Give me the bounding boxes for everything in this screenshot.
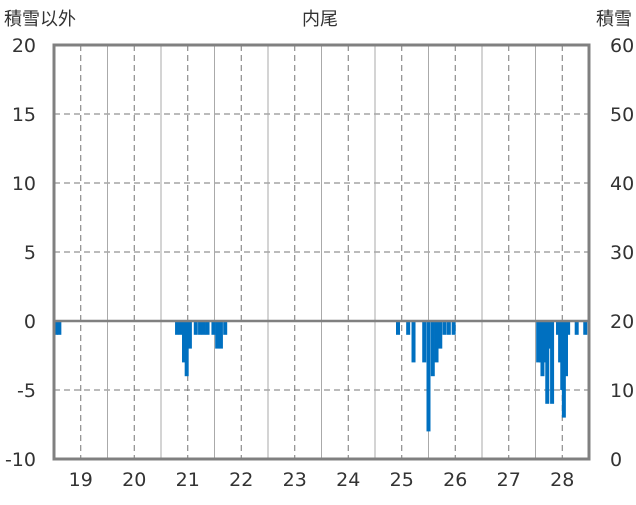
bar <box>583 321 588 335</box>
x-tick-label: 21 <box>176 469 200 491</box>
left-tick-label: -10 <box>5 449 36 471</box>
bar <box>540 321 545 377</box>
left-tick-label: 15 <box>12 104 36 126</box>
bar <box>561 321 566 418</box>
bar <box>187 321 192 349</box>
x-tick-label: 20 <box>122 469 146 491</box>
bar <box>193 321 198 335</box>
bar <box>175 321 180 335</box>
bar <box>426 321 431 432</box>
bar <box>574 321 579 335</box>
bar <box>536 321 541 363</box>
bar <box>566 321 571 335</box>
bar <box>550 321 555 404</box>
bar <box>438 321 443 349</box>
bar <box>223 321 228 335</box>
left-tick-label: 0 <box>24 311 36 333</box>
bar <box>218 321 223 349</box>
right-tick-label: 60 <box>610 35 634 57</box>
bar <box>446 321 451 335</box>
bar <box>54 321 59 335</box>
bar <box>411 321 416 363</box>
bar <box>57 321 62 335</box>
x-tick-label: 23 <box>283 469 307 491</box>
bar <box>205 321 210 335</box>
bar <box>182 321 187 363</box>
bar <box>545 321 550 404</box>
bar <box>547 321 552 349</box>
bar <box>201 321 206 335</box>
bar <box>434 321 439 363</box>
bar <box>406 321 411 335</box>
left-tick-label: 5 <box>24 242 36 264</box>
bar <box>543 321 548 363</box>
left-tick-label: -5 <box>17 380 36 402</box>
bar <box>442 321 447 335</box>
x-tick-label: 22 <box>229 469 253 491</box>
right-tick-label: 30 <box>610 242 634 264</box>
x-tick-label: 27 <box>497 469 521 491</box>
bar <box>451 321 456 335</box>
right-tick-label: 0 <box>610 449 622 471</box>
right-axis-label: 積雪 <box>596 9 632 30</box>
right-tick-label: 20 <box>610 311 634 333</box>
left-tick-label: 20 <box>12 35 36 57</box>
bar <box>558 321 563 363</box>
bar <box>563 321 568 377</box>
bar <box>422 321 427 363</box>
bar <box>178 321 183 335</box>
x-tick-label: 24 <box>336 469 360 491</box>
x-tick-label: 26 <box>443 469 467 491</box>
left-axis-label: 積雪以外 <box>4 9 76 30</box>
x-tick-label: 28 <box>550 469 574 491</box>
bar <box>211 321 216 335</box>
plot-frame <box>52 43 591 461</box>
bar <box>215 321 220 349</box>
right-tick-label: 50 <box>610 104 634 126</box>
x-tick-label: 25 <box>390 469 414 491</box>
x-tick-label: 19 <box>69 469 93 491</box>
right-tick-label: 10 <box>610 380 634 402</box>
bar <box>430 321 435 377</box>
bar <box>198 321 203 335</box>
bar <box>184 321 189 377</box>
bar <box>555 321 560 335</box>
chart-title: 内尾 <box>302 9 338 30</box>
bar <box>396 321 401 335</box>
right-tick-label: 40 <box>610 173 634 195</box>
left-tick-label: 10 <box>12 173 36 195</box>
